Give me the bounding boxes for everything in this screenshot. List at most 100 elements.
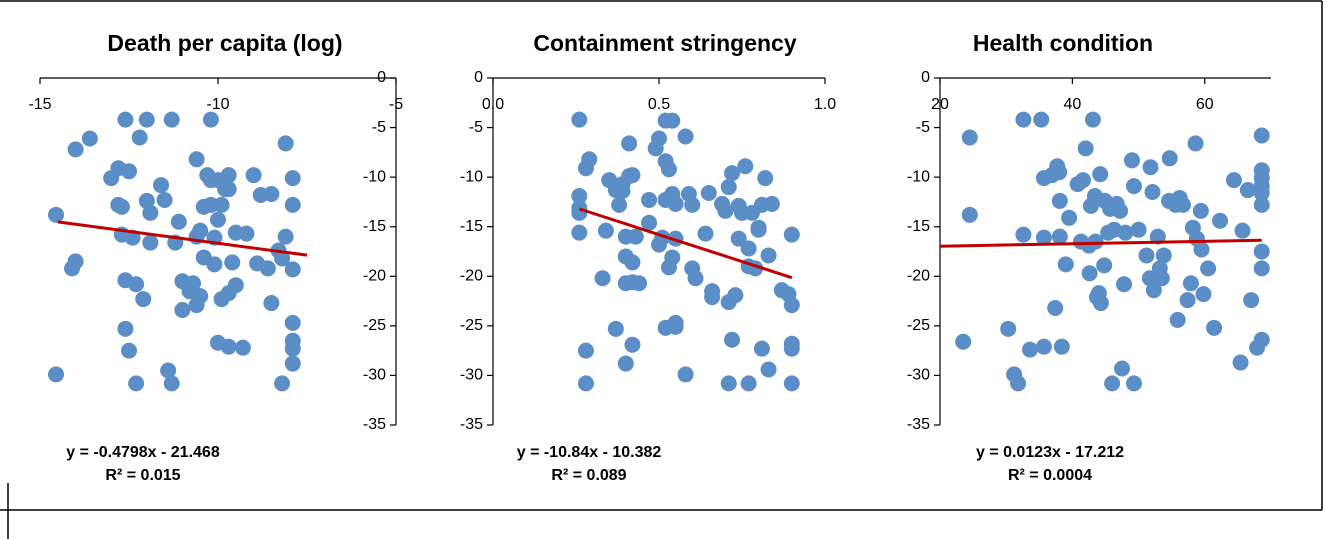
data-point <box>664 249 681 266</box>
trendline <box>939 238 1262 248</box>
data-point <box>753 340 770 357</box>
data-point <box>1123 152 1140 169</box>
data-point <box>1145 282 1162 299</box>
x-tick-label: 1.0 <box>814 96 836 113</box>
x-tick-label: 20 <box>931 96 949 113</box>
data-point <box>1253 260 1270 277</box>
data-point <box>128 375 145 392</box>
data-point <box>138 111 155 128</box>
data-point <box>1253 185 1270 202</box>
trendline <box>578 207 793 280</box>
data-point <box>1174 196 1191 213</box>
data-point <box>1239 182 1256 199</box>
data-point <box>1200 260 1217 277</box>
data-point <box>1192 202 1209 219</box>
data-point <box>1253 196 1270 213</box>
data-point <box>160 362 177 379</box>
data-point <box>1144 184 1161 201</box>
data-point <box>1015 111 1032 128</box>
data-point <box>263 295 280 312</box>
data-point <box>1035 338 1052 355</box>
data-point <box>720 179 737 196</box>
y-tick-label: -10 <box>907 168 930 185</box>
trendline <box>57 220 308 257</box>
x-tick-label: -10 <box>206 96 229 113</box>
data-point <box>142 234 159 251</box>
data-point <box>1179 292 1196 309</box>
data-point <box>220 338 237 355</box>
data-point <box>1084 111 1101 128</box>
data-point <box>641 214 658 231</box>
data-point <box>1087 233 1104 250</box>
y-tick-label: -30 <box>907 367 930 384</box>
data-point <box>624 336 641 353</box>
trend-equation: y = -10.84x - 10.382 <box>517 444 662 461</box>
data-point <box>1033 111 1050 128</box>
data-point <box>607 320 624 337</box>
data-point <box>717 202 734 219</box>
data-point <box>277 135 294 152</box>
data-point <box>277 228 294 245</box>
y-tick-label: -10 <box>363 168 386 185</box>
data-point <box>667 318 684 335</box>
data-point <box>192 288 209 305</box>
data-point <box>757 170 774 187</box>
data-point <box>614 183 631 200</box>
data-point <box>1051 164 1068 181</box>
y-tick-label: -20 <box>460 268 483 285</box>
data-point <box>631 275 648 292</box>
data-point <box>611 196 628 213</box>
x-tick-label: 0.5 <box>648 96 670 113</box>
x-tick-label: 0.0 <box>482 96 504 113</box>
data-point <box>1061 209 1078 226</box>
data-point <box>188 151 205 168</box>
data-point <box>664 112 681 129</box>
data-point <box>1253 331 1270 348</box>
data-point <box>284 196 301 213</box>
data-point <box>1234 222 1251 239</box>
data-point <box>1195 286 1212 303</box>
data-point <box>67 141 84 158</box>
data-point <box>677 366 694 383</box>
data-point <box>1112 202 1129 219</box>
data-point <box>1225 172 1242 189</box>
data-point <box>641 191 658 208</box>
data-point <box>284 355 301 372</box>
data-point <box>1206 319 1223 336</box>
data-point <box>234 339 251 356</box>
data-point <box>1104 375 1121 392</box>
chart-title: Death per capita (log) <box>107 30 342 56</box>
data-point <box>263 185 280 202</box>
y-tick-label: -35 <box>460 416 483 433</box>
data-point <box>684 196 701 213</box>
data-point <box>571 224 588 241</box>
y-tick-label: -15 <box>907 218 930 235</box>
x-tick-label: 60 <box>1196 96 1214 113</box>
data-point <box>1155 247 1172 264</box>
y-tick-label: -30 <box>460 367 483 384</box>
y-tick-label: -5 <box>372 119 386 136</box>
data-point <box>651 130 667 147</box>
data-point <box>1253 243 1270 260</box>
data-point <box>783 340 800 357</box>
data-point <box>677 128 694 145</box>
y-tick-label: -35 <box>363 416 386 433</box>
data-point <box>1253 127 1270 144</box>
x-tick-label: -15 <box>28 96 51 113</box>
data-point <box>1035 229 1052 246</box>
data-point <box>783 297 800 314</box>
data-point <box>720 375 737 392</box>
data-point <box>1125 178 1142 195</box>
data-point <box>617 355 634 372</box>
data-point <box>1232 354 1249 371</box>
data-point <box>227 277 244 294</box>
data-point <box>1047 300 1064 317</box>
x-tick-label: -5 <box>389 96 403 113</box>
data-point <box>81 130 98 147</box>
data-point <box>1212 212 1229 229</box>
data-point <box>284 261 301 278</box>
data-point <box>1125 375 1142 392</box>
x-tick-label: 40 <box>1064 96 1082 113</box>
data-point <box>704 289 721 306</box>
